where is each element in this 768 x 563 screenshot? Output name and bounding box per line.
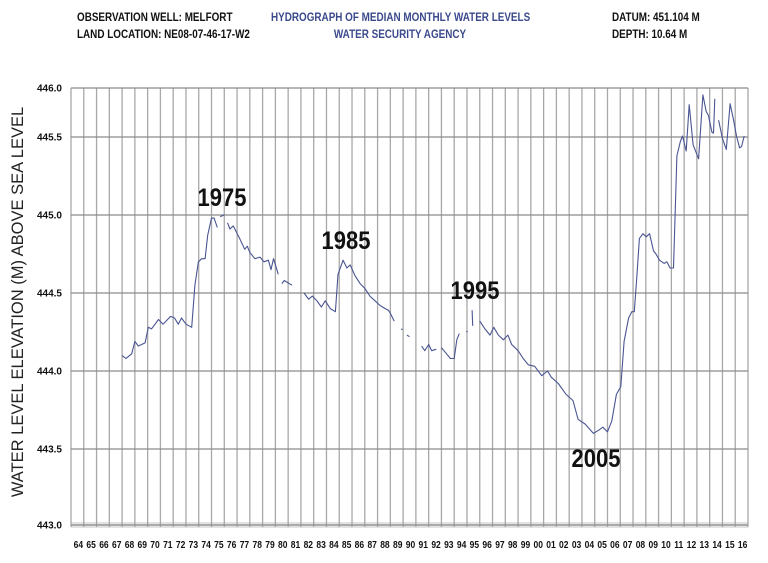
x-tick-label: 74 [201, 539, 211, 550]
x-tick-label: 78 [252, 539, 261, 550]
y-tick-label: 444.5 [37, 289, 62, 300]
x-tick-label: 13 [700, 539, 709, 550]
series-line-segment [219, 214, 225, 218]
y-tick-label: 443.0 [37, 521, 62, 532]
x-tick-label: 82 [304, 539, 313, 550]
x-tick-label: 96 [482, 539, 491, 550]
x-tick-label: 66 [99, 539, 108, 550]
x-tick-label: 95 [470, 539, 479, 550]
x-tick-label: 06 [610, 539, 619, 550]
series-line-segment [400, 328, 403, 331]
x-tick-label: 05 [597, 539, 606, 550]
x-tick-label: 99 [521, 539, 530, 550]
series-line-segment [479, 94, 716, 434]
series-line-segment [281, 279, 293, 286]
x-axis-ticks: 64 65 66 67 68 69 70 71 72 73 74 75 76 77 78 79 80 81 82 83… [74, 539, 748, 550]
x-tick-label: 02 [559, 539, 568, 550]
x-tick-label: 04 [585, 539, 595, 550]
y-tick-label: 446.0 [37, 84, 62, 95]
x-tick-label: 87 [367, 539, 376, 550]
x-tick-label: 98 [508, 539, 517, 550]
x-tick-label: 09 [648, 539, 657, 550]
x-tick-label: 75 [214, 539, 223, 550]
y-axis-label: WATER LEVEL ELEVATION (M) ABOVE SEA LEVE… [9, 107, 27, 497]
x-tick-label: 93 [444, 539, 453, 550]
x-tick-label: 70 [150, 539, 159, 550]
x-tick-label: 68 [125, 539, 134, 550]
grid [70, 87, 749, 528]
x-tick-label: 79 [265, 539, 274, 550]
x-tick-label: 91 [419, 539, 428, 550]
y-axis-ticks: 443.0 443.5 444.0 444.5 445.0 445.5 446.0 [37, 84, 62, 532]
year-annotation: 1975 [198, 184, 247, 212]
series-line-segment [406, 334, 410, 338]
x-tick-label: 89 [393, 539, 402, 550]
x-tick-label: 83 [316, 539, 325, 550]
annotations: 1975 1985 1995 2005 [198, 184, 621, 473]
x-tick-label: 86 [355, 539, 364, 550]
x-tick-label: 10 [661, 539, 670, 550]
x-tick-label: 84 [329, 539, 339, 550]
agency-name: WATER SECURITY AGENCY [333, 29, 467, 41]
year-annotation: 1985 [322, 227, 371, 255]
chart-title: HYDROGRAPH OF MEDIAN MONTHLY WATER LEVEL… [271, 12, 531, 24]
x-tick-label: 80 [278, 539, 287, 550]
depth: DEPTH: 10.64 M [612, 29, 688, 41]
x-tick-label: 76 [227, 539, 236, 550]
x-tick-label: 07 [623, 539, 632, 550]
x-tick-label: 01 [546, 539, 555, 550]
series-line-segment [440, 333, 460, 360]
x-tick-label: 12 [687, 539, 696, 550]
x-tick-label: 16 [738, 539, 747, 550]
water-level-series [121, 94, 745, 434]
y-tick-label: 445.0 [37, 211, 62, 222]
x-tick-label: 14 [712, 539, 722, 550]
x-tick-label: 64 [74, 539, 84, 550]
x-tick-label: 00 [534, 539, 543, 550]
x-tick-label: 65 [86, 539, 95, 550]
x-tick-label: 69 [138, 539, 147, 550]
x-tick-label: 97 [495, 539, 504, 550]
x-tick-label: 15 [725, 539, 734, 550]
year-annotation: 2005 [572, 445, 621, 473]
well-name: OBSERVATION WELL: MELFORT [77, 12, 233, 24]
y-tick-label: 443.5 [37, 445, 62, 456]
x-tick-label: 90 [406, 539, 415, 550]
datum: DATUM: 451.104 M [612, 12, 700, 24]
x-tick-label: 11 [674, 539, 683, 550]
series-line-segment [421, 343, 437, 352]
y-tick-label: 444.0 [37, 367, 62, 378]
x-tick-label: 92 [431, 539, 440, 550]
series-line-segment [718, 103, 745, 151]
y-tick-label: 445.5 [37, 133, 62, 144]
x-tick-label: 88 [380, 539, 389, 550]
series-line-segment [121, 217, 218, 360]
series-line-segment [226, 222, 279, 275]
land-location: LAND LOCATION: NE08-07-46-17-W2 [77, 29, 250, 41]
x-tick-label: 77 [240, 539, 249, 550]
x-tick-label: 03 [572, 539, 581, 550]
year-annotation: 1995 [451, 277, 500, 305]
series-line-segment [466, 330, 468, 333]
x-tick-label: 73 [189, 539, 198, 550]
x-tick-label: 81 [291, 539, 300, 550]
x-tick-label: 08 [636, 539, 645, 550]
x-tick-label: 94 [457, 539, 467, 550]
x-tick-label: 67 [112, 539, 121, 550]
series-line-segment [471, 310, 474, 326]
x-tick-label: 85 [342, 539, 351, 550]
x-tick-label: 72 [176, 539, 185, 550]
series-line-segment [303, 259, 395, 322]
x-tick-label: 71 [163, 539, 172, 550]
